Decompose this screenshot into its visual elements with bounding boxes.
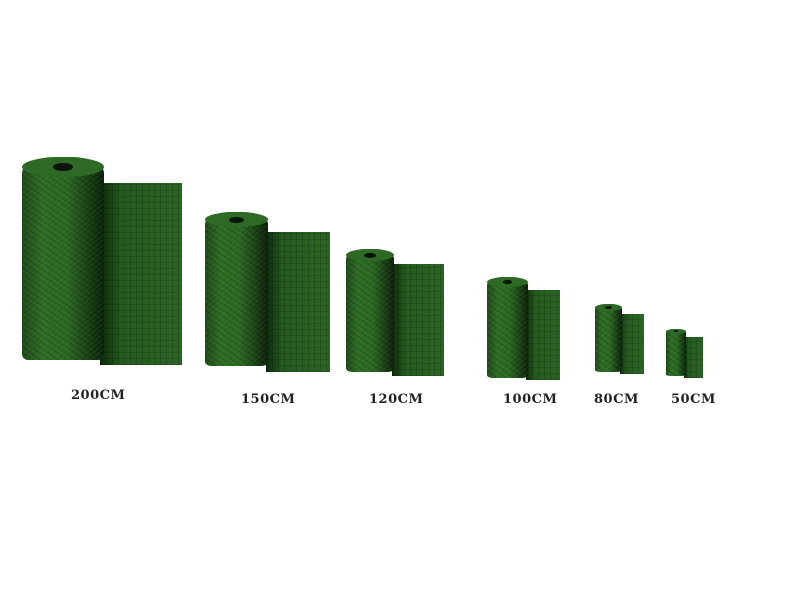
turf-roll-100 — [487, 277, 528, 378]
turf-sheet-150 — [266, 232, 330, 372]
size-label-50: 50CM — [671, 392, 716, 407]
turf-sheet-100 — [526, 290, 560, 380]
turf-roll-120 — [346, 249, 394, 372]
turf-sheet-120 — [392, 264, 444, 376]
turf-roll-80 — [595, 304, 622, 372]
turf-roll-50 — [666, 329, 686, 376]
turf-sheet-80 — [620, 314, 644, 374]
size-label-80: 80CM — [594, 392, 639, 407]
turf-sheet-200 — [100, 183, 182, 365]
size-label-100: 100CM — [503, 392, 558, 407]
size-label-120: 120CM — [369, 392, 424, 407]
size-label-200: 200CM — [71, 388, 126, 403]
turf-roll-200 — [22, 157, 104, 360]
size-label-150: 150CM — [241, 392, 296, 407]
turf-sheet-50 — [684, 337, 703, 378]
turf-roll-150 — [205, 212, 268, 366]
